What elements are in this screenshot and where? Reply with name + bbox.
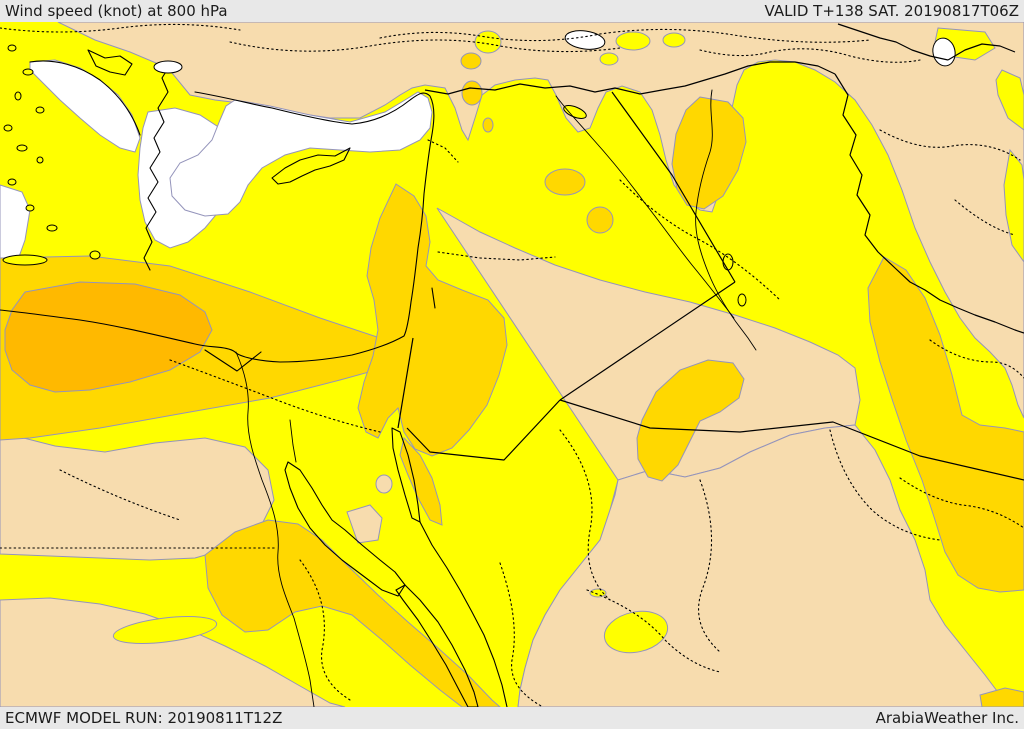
dotted-syria-jordan [437,251,556,261]
sea-of-marmara [153,60,183,74]
weather-map [0,22,1024,707]
dotted-egypt-1 [59,469,181,521]
valid-time-label: VALID T+138 SAT. 20190817T06Z [764,2,1019,20]
coast-gulf-suez [284,461,406,597]
dotted-egypt-2 [299,559,351,701]
border-caucasus-1 [837,23,949,61]
tan-anatolia-east [57,22,1024,419]
dotted-iran-3 [929,339,1024,379]
admin-borders [0,23,1024,707]
coastlines [0,49,508,707]
wind-regions-white [0,59,433,286]
gold-spot-syria-3 [482,117,494,133]
dotted-saudi-1 [559,429,611,601]
coast-red-sea [395,584,479,707]
coast-nile-delta [204,349,262,372]
white-east-mediterranean [169,91,433,217]
yellow-patch-nafud-small [589,588,607,598]
tan-egypt-west-band [0,431,275,561]
coast-aegean-turkey [143,61,173,271]
dotted-turkey-east [699,48,921,63]
gold-corner-south-east [979,687,1024,707]
yellow-patch-anatolia-4 [474,30,502,54]
dotted-saudi-6 [586,589,721,673]
tan-spot-negev [375,474,393,494]
suez-canal [289,419,297,463]
coast-turkey-levant-egypt [0,91,435,363]
border-jordan-saudi [406,399,561,461]
dotted-iran-1 [879,129,1021,161]
border-jordan-iraq [559,281,736,401]
dead-sea [431,287,436,309]
dotted-egypt-3 [169,359,381,433]
island-crete [2,254,48,266]
lake-habbaniyah [737,293,747,307]
gold-spot-palmyra [544,168,586,196]
dotted-syria-lebanon [427,139,459,163]
wind-region-orange [4,281,213,393]
border-iraq-iran [834,73,1024,334]
river-tigris [695,89,757,351]
aegean-island [16,144,28,152]
gold-ne-syria [671,96,747,210]
border-iraq-saudi [559,399,1024,481]
island-rhodes [89,250,101,260]
tan-egypt-south [0,597,346,707]
tan-sinai-patch [346,504,383,544]
coast-crimea [87,49,133,76]
lake-tharthar [722,253,734,271]
dotted-saudi-4 [899,477,1024,529]
dotted-anatolia-2 [379,28,871,43]
aegean-island [46,224,58,232]
dotted-saudi-5 [499,562,544,707]
map-header: Wind speed (knot) at 800 hPa VALID T+138… [0,0,1024,22]
gold-spot-damascus-east [586,206,614,234]
map-footer: ECMWF MODEL RUN: 20190811T12Z ArabiaWeat… [0,707,1024,729]
dotted-iraq-interior [619,179,781,301]
model-run-label: ECMWF MODEL RUN: 20190811T12Z [5,709,283,727]
coast-red-sea-east [419,521,508,707]
brand-label: ArabiaWeather Inc. [875,709,1019,727]
river-nile [235,351,315,707]
orange-egypt-coast-core [4,281,213,393]
aegean-island [7,44,17,52]
gold-aqaba-tail [399,436,443,526]
aegean-island [22,68,34,76]
border-caucasus-2 [947,43,1016,61]
gold-south-iraq [636,359,745,482]
gold-spot-syria-2 [461,80,483,106]
dotted-saudi-2 [698,479,721,653]
gold-east-band [867,256,1024,593]
border-turkey-syria-iraq [424,61,836,95]
yellow-patch-nafud [603,610,669,654]
aegean-island [7,178,17,186]
country-borders [397,23,1024,481]
yellow-patch-right-edge-1 [995,69,1024,131]
yellow-patches [112,27,1024,654]
yellow-patch-anatolia-1 [615,31,651,51]
yellow-patch-egypt-south [112,616,218,644]
gold-spot-syria-1 [460,52,482,70]
aegean-island [35,106,45,114]
aegean-island [14,91,22,101]
wind-speed-map-canvas [0,22,1024,707]
border-syria-iraq [611,91,736,283]
border-israel-egypt [397,337,414,429]
yellow-patch-anatolia-3 [662,32,686,48]
coast-cyprus [271,147,351,185]
aegean-island [25,204,35,212]
dotted-anatolia-1 [229,39,621,53]
gold-levant-band [357,183,508,457]
aegean-island [36,156,44,164]
aegean-island [3,124,13,132]
coast-black-sea [29,60,141,136]
dotted-iran-2 [954,199,1016,236]
dotted-saudi-3 [829,429,941,541]
yellow-patch-right-edge-2 [1003,148,1024,263]
yellow-patch-anatolia-2 [599,52,619,66]
map-title: Wind speed (knot) at 800 hPa [5,2,228,20]
